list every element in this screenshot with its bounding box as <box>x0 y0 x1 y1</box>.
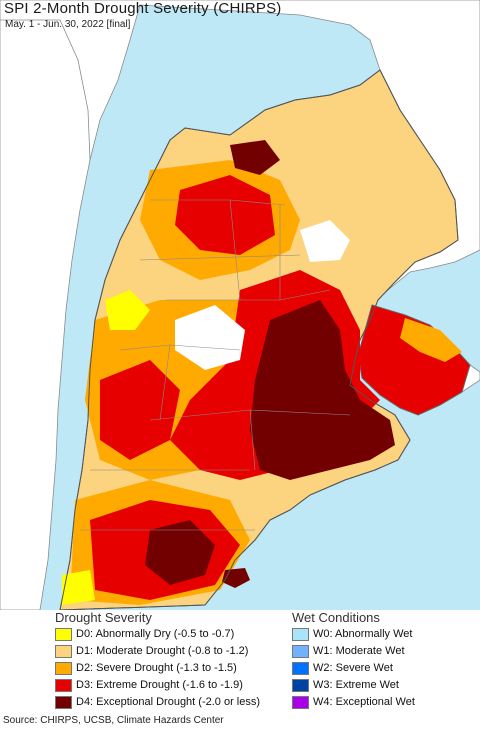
nodrought-pocket-center <box>175 305 245 370</box>
d0-zone-west <box>105 290 150 330</box>
province-boundaries <box>80 199 351 531</box>
legend-swatch-d4 <box>55 695 72 709</box>
legend-item-d0: D0: Abnormally Dry (-0.5 to -0.7) <box>55 627 234 641</box>
legend-swatch-w4 <box>292 695 309 709</box>
legend-label-w1: W1: Moderate Wet <box>313 645 405 657</box>
d3-zone-west <box>100 360 180 460</box>
legend-swatch-w0 <box>292 627 309 641</box>
d4-zone-patagonia <box>145 520 215 585</box>
map-title: SPI 2-Month Drought Severity (CHIRPS) <box>4 0 282 17</box>
legend-label-d4: D4: Exceptional Drought (-2.0 or less) <box>76 696 261 708</box>
legend-swatch-w2 <box>292 661 309 675</box>
legend-swatch-w1 <box>292 644 309 658</box>
d4-zone-north <box>230 140 280 175</box>
legend-item-d4: D4: Exceptional Drought (-2.0 or less) <box>55 695 260 709</box>
d3-zone-north <box>175 175 275 255</box>
legend-swatch-d1 <box>55 644 72 658</box>
legend: Drought Severity Wet Conditions D0: Abno… <box>0 610 480 710</box>
drought-severity-map <box>0 0 480 610</box>
d0-zone-south <box>62 570 95 605</box>
chile-land <box>0 19 91 610</box>
legend-label-d0: D0: Abnormally Dry (-0.5 to -0.7) <box>76 628 235 640</box>
legend-swatch-w3 <box>292 678 309 692</box>
nodrought-pocket-northeast <box>300 220 350 262</box>
uruguay-d1 <box>400 318 462 362</box>
legend-label-d3: D3: Extreme Drought (-1.6 to -1.9) <box>76 679 243 691</box>
legend-label-w0: W0: Abnormally Wet <box>313 628 413 640</box>
source-credit: Source: CHIRPS, UCSB, Climate Hazards Ce… <box>3 715 224 726</box>
legend-item-d2: D2: Severe Drought (-1.3 to -1.5) <box>55 661 237 675</box>
legend-item-w4: W4: Exceptional Wet <box>292 695 415 709</box>
legend-item-w0: W0: Abnormally Wet <box>292 627 412 641</box>
legend-swatch-d3 <box>55 678 72 692</box>
legend-swatch-d0 <box>55 627 72 641</box>
legend-label-w2: W2: Severe Wet <box>313 662 393 674</box>
legend-item-d3: D3: Extreme Drought (-1.6 to -1.9) <box>55 678 243 692</box>
legend-swatch-d2 <box>55 661 72 675</box>
legend-label-w4: W4: Exceptional Wet <box>313 696 415 708</box>
legend-item-w2: W2: Severe Wet <box>292 661 393 675</box>
legend-item-d1: D1: Moderate Drought (-0.8 to -1.2) <box>55 644 248 658</box>
legend-item-w3: W3: Extreme Wet <box>292 678 399 692</box>
d4-zone-pampas <box>250 300 395 480</box>
legend-item-w1: W1: Moderate Wet <box>292 644 405 658</box>
uruguay-region <box>357 304 471 416</box>
legend-label-w3: W3: Extreme Wet <box>313 679 399 691</box>
legend-wet-title: Wet Conditions <box>292 610 380 625</box>
argentina-outline <box>59 69 459 610</box>
legend-label-d2: D2: Severe Drought (-1.3 to -1.5) <box>76 662 237 674</box>
map-subtitle: May. 1 - Jun. 30, 2022 [final] <box>5 19 131 30</box>
legend-label-d1: D1: Moderate Drought (-0.8 to -1.2) <box>76 645 249 657</box>
legend-drought-title: Drought Severity <box>55 610 152 625</box>
